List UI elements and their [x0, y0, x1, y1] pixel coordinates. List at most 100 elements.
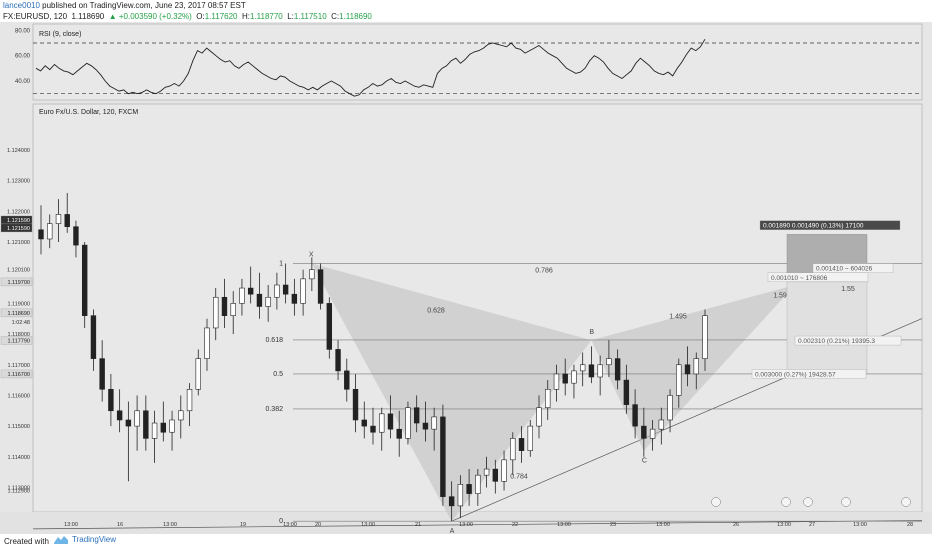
- candle-body: [693, 358, 699, 375]
- low-label: L:: [287, 12, 294, 21]
- candle-body: [352, 388, 359, 421]
- stop-zone-box: [786, 281, 868, 375]
- position-info-label: 0.002310 (0.21%) 19395.3: [798, 338, 875, 345]
- candle-body: [606, 358, 612, 366]
- trendline-bottom: [32, 520, 923, 530]
- price-axis-tick: 1.116000: [7, 393, 30, 399]
- candle-body: [466, 484, 472, 494]
- candle-body: [597, 364, 603, 378]
- candle-body: [475, 474, 481, 494]
- rsi-title: RSI (9, close): [39, 31, 81, 38]
- author-link[interactable]: lance0010: [3, 1, 40, 10]
- position-info-box: [794, 335, 902, 346]
- position-info-box: [812, 263, 894, 273]
- candle-body: [702, 315, 708, 359]
- time-axis-tick: 13:00: [64, 522, 78, 528]
- price-axis-tick: 1.114000: [7, 455, 30, 461]
- high-label: H:: [241, 12, 250, 21]
- candle-body: [405, 407, 411, 439]
- fib-level-label: 0: [279, 518, 283, 525]
- candle-body: [64, 214, 70, 228]
- close-label: C:: [331, 12, 340, 21]
- open-label: O:: [196, 12, 205, 21]
- price-axis-tick: 1.121000: [7, 240, 30, 246]
- rsi-axis-tick: 60.00: [15, 54, 31, 60]
- tradingview-logo-icon: [54, 536, 68, 544]
- rsi-axis-tick: 40.00: [15, 79, 31, 85]
- footer: Created with TradingView: [0, 534, 932, 550]
- price-axis-box: [0, 308, 33, 318]
- fib-level-label: 0.382: [265, 406, 283, 413]
- price-axis-tick: 1.115000: [7, 424, 30, 430]
- price-change: +0.003590 (+0.32%): [118, 12, 192, 21]
- candle-body: [396, 428, 402, 439]
- position-info-box: [759, 220, 901, 230]
- time-axis-tick: 13:00: [853, 522, 867, 528]
- candle-body: [413, 407, 420, 424]
- tradingview-brand[interactable]: TradingView: [54, 535, 116, 544]
- candle-body: [317, 269, 324, 304]
- symbol-info: FX:EURUSD, 120 1.118690 ▲ +0.003590 (+0.…: [3, 12, 372, 21]
- candle-body: [99, 358, 105, 390]
- pattern-ratio-label: 0.628: [427, 308, 445, 315]
- candle-body: [361, 419, 367, 427]
- time-axis-tick: 21: [415, 522, 421, 528]
- price-axis-box: [0, 277, 33, 287]
- price-axis-box-label: 1.117790: [7, 339, 30, 345]
- candle-body: [387, 413, 394, 430]
- candle-body: [641, 425, 647, 439]
- candle-body: [125, 419, 132, 427]
- candle-body: [579, 364, 586, 372]
- up-arrow-icon: ▲: [108, 12, 117, 21]
- candle-body: [73, 226, 79, 246]
- economic-event-marker-icon: [781, 497, 791, 507]
- price-axis-box: [0, 336, 33, 345]
- pattern-ratio-label: 0.784: [510, 473, 528, 480]
- candle-body: [649, 428, 656, 439]
- candle-body: [623, 379, 630, 405]
- candle-body: [151, 422, 158, 439]
- candle-body: [676, 364, 682, 396]
- candle-body: [632, 404, 638, 427]
- time-axis-tick: 13:00: [557, 522, 571, 528]
- price-axis-box-label: 1.118690: [7, 311, 30, 317]
- price-axis-tick: 1.119000: [7, 301, 30, 307]
- candle-body: [247, 287, 254, 295]
- candle-body: [684, 364, 691, 375]
- candle-body: [614, 358, 621, 381]
- price-axis-tick: 1.112900: [7, 489, 30, 495]
- candle-body: [545, 388, 551, 408]
- price-axis-tick: 1.118000: [7, 332, 30, 338]
- bar-countdown: 1:02:48: [12, 320, 30, 326]
- price-axis-tick: 1.122000: [7, 209, 30, 215]
- candle-body: [667, 395, 673, 421]
- candle-body: [38, 229, 44, 240]
- candle-body: [291, 293, 298, 304]
- chart-canvas[interactable]: 80.00 60.00 40.00 RSI (9, close) 1.124000 1.1…: [0, 22, 932, 534]
- position-info-box: [767, 272, 869, 283]
- rsi-axis-tick: 80.00: [15, 28, 31, 34]
- candle-body: [536, 407, 542, 427]
- time-axis-tick: 19: [240, 522, 246, 528]
- candle-body: [186, 388, 193, 412]
- candle-body: [344, 370, 350, 390]
- candle-body: [370, 425, 376, 433]
- candle-body: [134, 410, 140, 427]
- economic-event-marker-icon: [803, 497, 813, 507]
- open-value: 1.117620: [204, 12, 238, 21]
- time-axis-tick: 13:00: [163, 522, 177, 528]
- candle-body: [553, 373, 560, 390]
- candle-body: [379, 413, 385, 433]
- candle-body: [457, 484, 464, 507]
- candle-body: [588, 364, 595, 378]
- candle-body: [143, 410, 149, 439]
- rsi-pane: [32, 23, 923, 101]
- price-axis-box-label: 1.121590: [7, 226, 30, 232]
- candle-body: [204, 327, 210, 359]
- economic-event-marker-icon: [901, 497, 911, 507]
- pattern-ratio-label: 1.55: [841, 286, 855, 293]
- candle-body: [518, 438, 525, 451]
- chart-header: lance0010 published on TradingView.com, …: [0, 0, 932, 22]
- pattern-point-label: C: [642, 458, 647, 465]
- candle-body: [178, 410, 184, 421]
